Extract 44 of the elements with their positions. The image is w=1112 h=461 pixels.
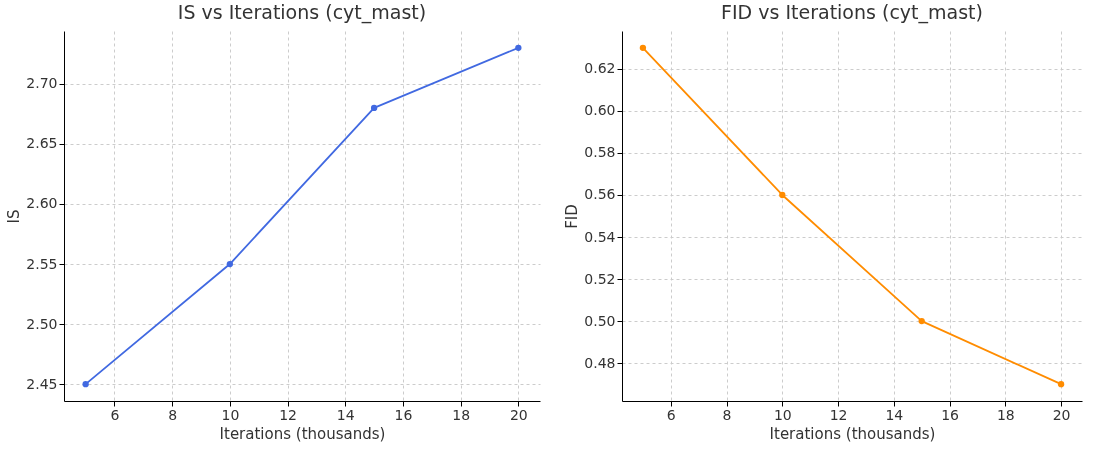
- point: [918, 317, 925, 325]
- x-tick-label: 8: [168, 406, 178, 423]
- x-tick-label: 6: [666, 406, 676, 423]
- x-tick-label: 12: [829, 406, 848, 423]
- y-tick-label: 0.62: [584, 60, 616, 77]
- y-tick-label: 2.55: [26, 255, 58, 272]
- y-tick-label: 0.50: [584, 312, 616, 329]
- x-tick-label: 16: [394, 406, 413, 423]
- y-tick-label: 0.54: [584, 228, 616, 245]
- point: [226, 260, 234, 268]
- y-axis-title: FID: [563, 204, 582, 229]
- y-tick-label: 2.70: [26, 75, 58, 92]
- x-tick-label: 10: [773, 406, 792, 423]
- x-tick-label: 20: [1052, 406, 1071, 423]
- point: [515, 44, 522, 51]
- y-tick-label: 2.65: [26, 135, 58, 152]
- point: [779, 191, 786, 199]
- y-tick-label: 2.45: [26, 375, 58, 392]
- x-tick-label: 18: [452, 406, 471, 423]
- y-tick-label: 0.60: [584, 102, 616, 119]
- y-tick-label: 0.56: [584, 186, 616, 203]
- y-tick-label: 0.58: [584, 144, 616, 161]
- x-tick-label: 8: [722, 406, 732, 423]
- point: [82, 381, 89, 388]
- y-tick-label: 2.60: [26, 195, 58, 212]
- chart-title: FID vs Iterations (cyt_mast): [721, 1, 983, 24]
- y-axis-title: IS: [5, 209, 24, 224]
- x-tick-label: 18: [996, 406, 1015, 423]
- point: [639, 44, 647, 51]
- y-tick-label: 2.50: [26, 315, 58, 332]
- y-tick-label: 0.48: [584, 354, 616, 371]
- point: [1057, 381, 1065, 388]
- y-tick-label: 0.52: [584, 270, 616, 287]
- x-axis-title: Iterations (thousands): [219, 424, 386, 443]
- x-tick-label: 10: [221, 406, 240, 423]
- x-tick-label: 12: [279, 406, 297, 423]
- x-axis-title: Iterations (thousands): [769, 424, 936, 443]
- x-tick-label: 20: [509, 406, 528, 423]
- x-tick-label: 14: [336, 406, 355, 423]
- chart-title: IS vs Iterations (cyt_mast): [177, 1, 427, 24]
- point: [370, 104, 378, 112]
- x-tick-label: 16: [941, 406, 960, 423]
- x-tick-label: 14: [885, 406, 904, 423]
- x-tick-label: 6: [110, 406, 120, 423]
